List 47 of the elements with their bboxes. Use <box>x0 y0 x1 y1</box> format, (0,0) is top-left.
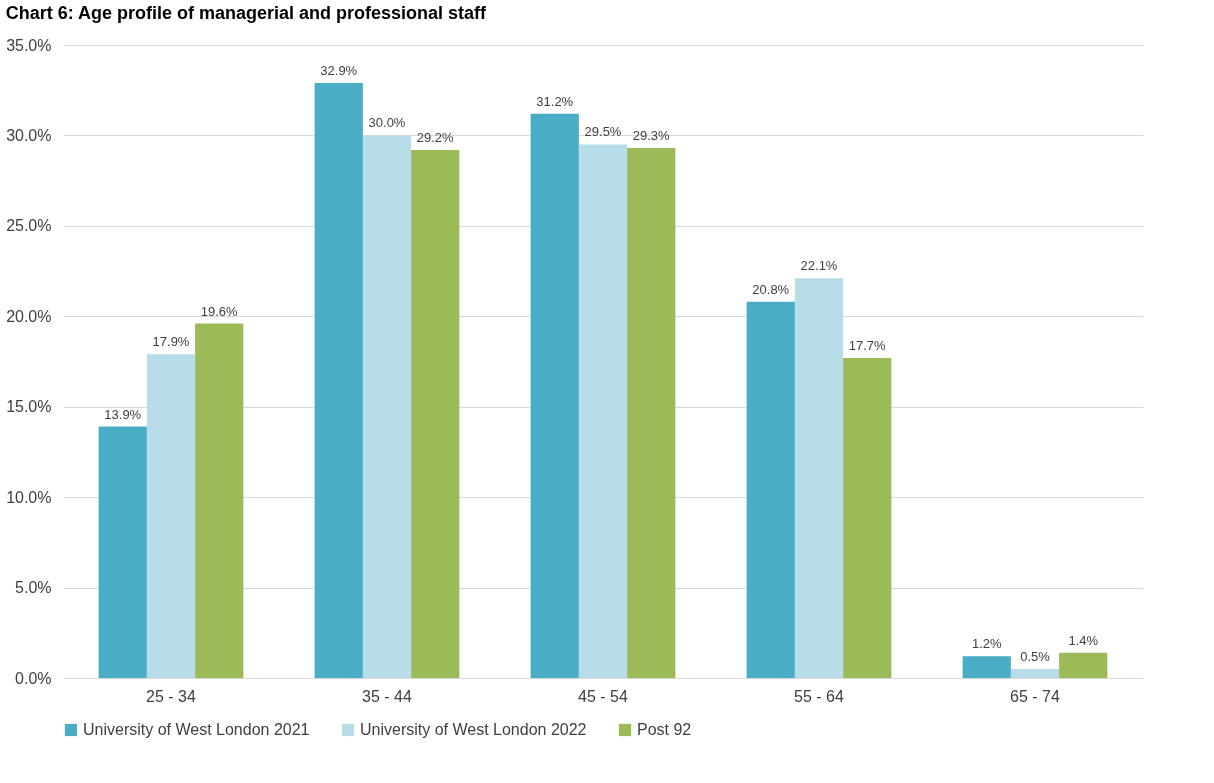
data-label: 17.7% <box>848 337 887 353</box>
x-tick-label: 55 - 64 <box>794 687 845 705</box>
y-tick-label: 35.0% <box>6 36 52 54</box>
legend-label: Post 92 <box>637 721 692 738</box>
y-tick-label: 25.0% <box>6 217 52 235</box>
bar <box>411 149 460 678</box>
data-label: 31.2% <box>536 93 574 109</box>
y-tick-label: 10.0% <box>6 488 52 506</box>
y-tick-label: 15.0% <box>6 398 52 416</box>
x-tick-label: 35 - 44 <box>362 687 413 705</box>
bar <box>314 82 363 678</box>
data-label: 29.3% <box>632 128 671 144</box>
bar <box>843 357 892 678</box>
x-tick-label: 65 - 74 <box>1010 687 1061 705</box>
bar <box>530 113 579 678</box>
data-label: 17.9% <box>152 334 190 350</box>
data-label: 30.0% <box>368 115 406 131</box>
y-tick-label: 0.0% <box>15 669 52 687</box>
data-label: 29.2% <box>416 129 455 145</box>
bar <box>962 656 1011 678</box>
bar <box>1059 652 1108 678</box>
data-label: 22.1% <box>800 258 838 274</box>
y-tick-label: 5.0% <box>15 579 52 597</box>
legend-label: University of West London 2021 <box>83 721 310 738</box>
data-label: 13.9% <box>104 406 142 422</box>
bar <box>794 278 844 678</box>
bar <box>362 135 412 678</box>
bar <box>146 354 196 678</box>
y-tick-label: 20.0% <box>6 307 52 325</box>
bar <box>627 148 676 678</box>
bar <box>746 301 795 678</box>
x-tick-label: 25 - 34 <box>146 687 197 705</box>
bar <box>98 426 147 678</box>
data-label: 29.5% <box>584 124 622 140</box>
bar <box>195 323 244 678</box>
chart-title: Chart 6: Age profile of managerial and professional staff <box>5 3 488 23</box>
bar <box>1010 668 1060 678</box>
data-label: 0.5% <box>1020 648 1051 664</box>
x-tick-label: 45 - 54 <box>578 687 629 705</box>
data-label: 1.4% <box>1068 632 1099 648</box>
data-label: 1.2% <box>971 636 1003 652</box>
y-tick-label: 30.0% <box>6 126 52 144</box>
data-label: 20.8% <box>752 281 790 297</box>
data-label: 32.9% <box>320 62 358 78</box>
bar <box>578 144 628 678</box>
legend-label: University of West London 2022 <box>360 721 587 738</box>
data-label: 19.6% <box>200 303 239 319</box>
